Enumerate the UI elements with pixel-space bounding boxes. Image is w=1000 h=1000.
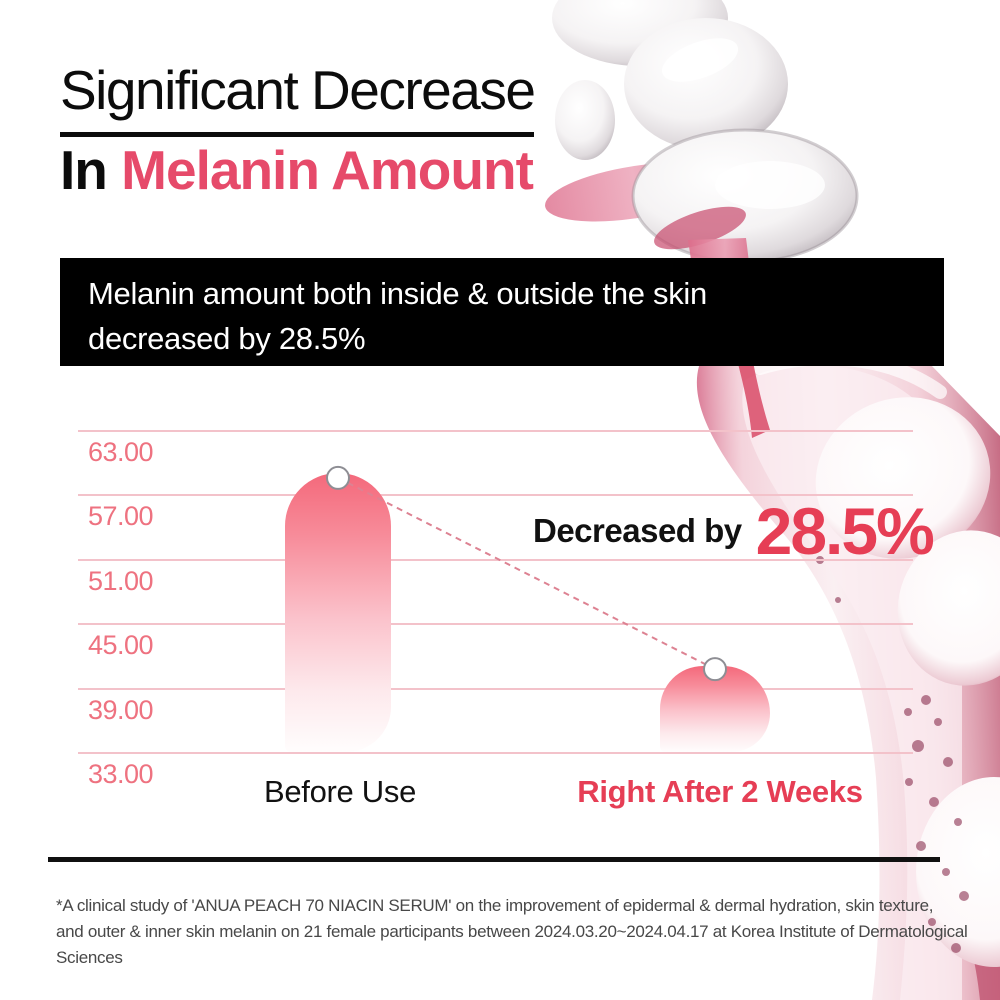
y-tick-label: 39.00 — [88, 694, 154, 725]
y-tick-label: 33.00 — [88, 759, 154, 789]
banner-line-2: decreased by 28.5% — [88, 321, 366, 356]
y-gridline — [78, 623, 913, 626]
decrease-callout-value: 28.5% — [755, 494, 935, 568]
page-title-line-1: Significant Decrease — [60, 58, 536, 137]
y-tick-label: 57.00 — [88, 501, 154, 532]
serum-droplet-blob — [545, 0, 859, 438]
info-banner: Melanin amount both inside & outside the… — [60, 258, 944, 366]
title-highlight: Melanin Amount — [121, 139, 534, 201]
y-tick-label: 45.00 — [88, 630, 154, 661]
y-gridline — [78, 752, 913, 754]
footnote-line-2: and outer & inner skin melanin on 21 fem… — [56, 922, 968, 967]
y-tick-label: 51.00 — [88, 565, 154, 596]
banner-line-1: Melanin amount both inside & outside the… — [88, 276, 707, 311]
serum-micro-bubbles — [816, 556, 969, 953]
decrease-callout: Decreased by 28.5% — [533, 494, 935, 568]
x-label-before-use: Before Use — [263, 774, 417, 809]
y-tick-label: 63.00 — [88, 437, 154, 467]
x-label-after-2-weeks: Right After 2 Weeks — [577, 774, 863, 809]
decrease-callout-label: Decreased by — [533, 512, 742, 549]
title-prefix: In — [60, 139, 122, 201]
serum-bubble — [815, 397, 1000, 967]
footnote: *A clinical study of 'ANUA PEACH 70 NIAC… — [56, 893, 990, 971]
page-title-line-2: In Melanin Amount — [60, 138, 534, 202]
bar-before-use — [285, 472, 391, 752]
y-gridline — [78, 687, 913, 690]
section-divider — [48, 857, 940, 862]
bar-after-2-weeks — [660, 666, 770, 752]
footnote-line-1: *A clinical study of 'ANUA PEACH 70 NIAC… — [56, 896, 934, 915]
y-gridline — [78, 430, 913, 432]
